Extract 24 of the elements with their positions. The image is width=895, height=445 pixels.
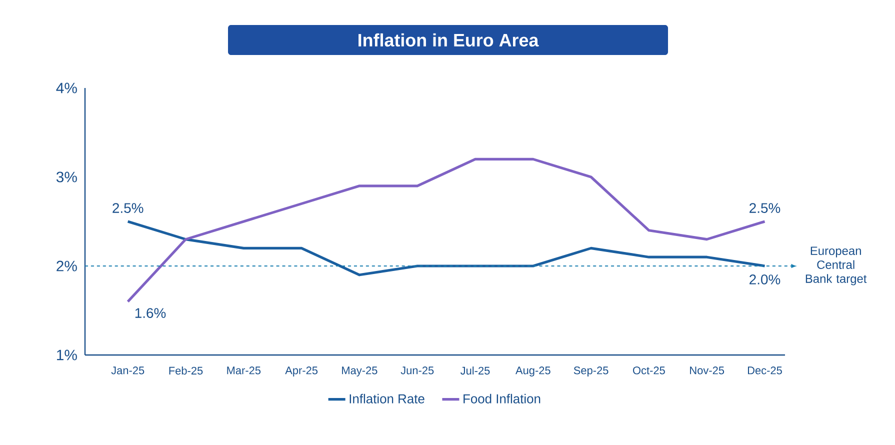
x-tick-label: Sep-25 [574, 366, 608, 376]
x-tick-label: Dec-25 [748, 366, 782, 374]
chart-title: Inflation in Euro Area [358, 33, 539, 47]
ref-line-label: European Central Bank target [806, 246, 867, 286]
y-tick-label: 1% [57, 350, 77, 360]
x-tick-label: Jun-25 [400, 366, 434, 374]
data-label: 2.0% [750, 274, 780, 284]
data-label: 1.6% [135, 308, 166, 318]
legend-label: Inflation Rate [350, 394, 424, 404]
x-tick-label: Jan-25 [111, 366, 144, 374]
y-tick-label: 3% [56, 172, 77, 182]
data-label: 2.5% [750, 203, 780, 213]
x-tick-label: Mar-25 [227, 366, 261, 374]
x-tick-label: May-25 [342, 366, 378, 376]
x-tick-label: Oct-25 [633, 366, 665, 374]
legend-label: Food Inflation [464, 394, 540, 404]
data-label: 2.5% [112, 203, 144, 213]
x-tick-label: Aug-25 [515, 366, 550, 376]
x-tick-label: Feb-25 [169, 366, 203, 375]
y-tick-label: 2% [56, 260, 77, 272]
x-tick-label: Apr-25 [285, 366, 318, 376]
y-tick-label: 4% [56, 82, 77, 94]
x-tick-label: Jul-25 [460, 366, 490, 375]
x-tick-label: Nov-25 [690, 366, 724, 374]
